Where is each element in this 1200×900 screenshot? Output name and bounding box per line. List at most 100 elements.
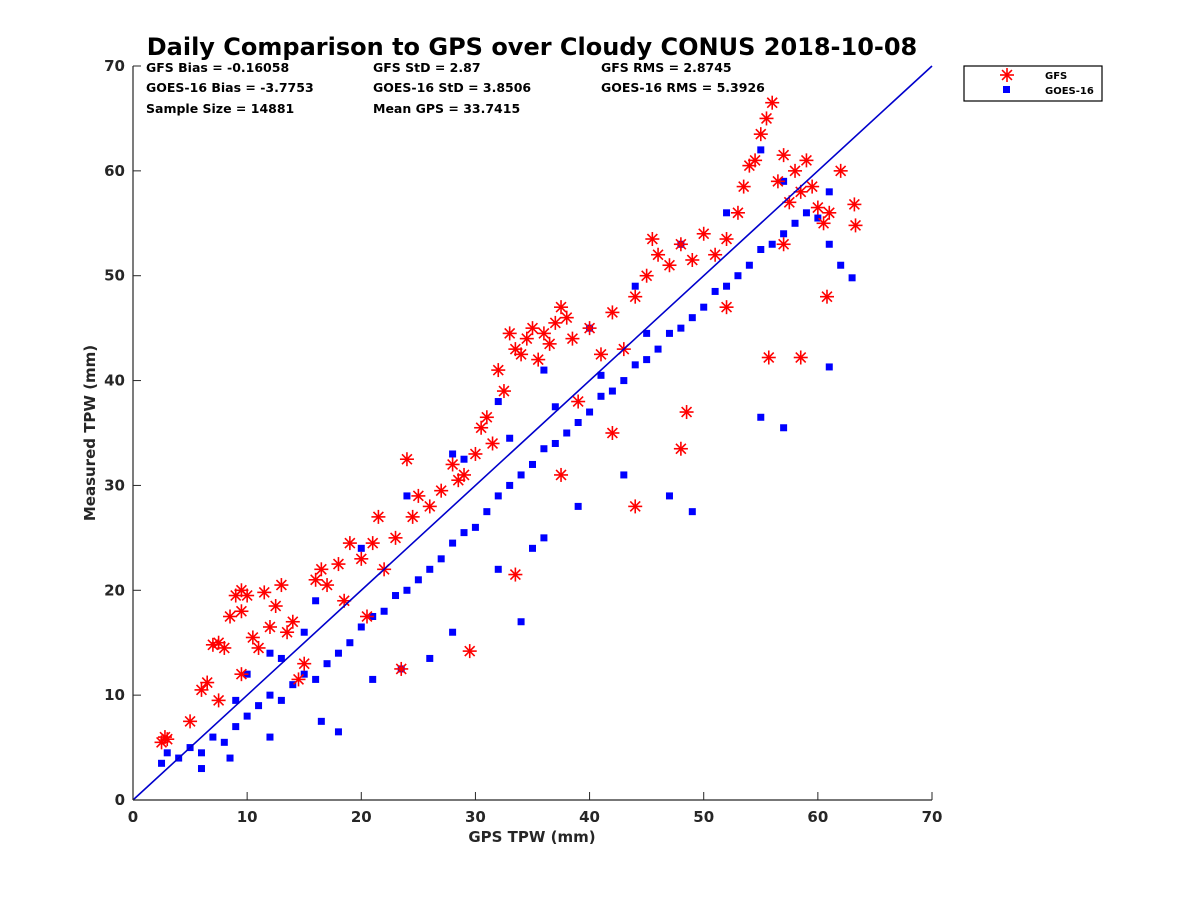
goes16-point — [506, 481, 514, 489]
goes16-point — [197, 765, 205, 773]
gfs-point — [833, 163, 848, 178]
gfs-point — [268, 599, 283, 614]
legend-goes16-marker — [1003, 86, 1010, 93]
goes16-point — [802, 209, 810, 217]
stats-panel: GFS Bias = -0.16058 GFS StD = 2.87 GFS R… — [146, 60, 765, 116]
goes16-point — [232, 723, 240, 731]
gfs-point — [662, 258, 677, 273]
goes16-point — [848, 274, 856, 282]
gfs-point — [645, 232, 660, 247]
gfs-point — [211, 693, 226, 708]
y-tick-label: 10 — [104, 686, 125, 704]
gfs-point — [371, 509, 386, 524]
x-tick-label: 10 — [237, 808, 258, 826]
goes16-point — [300, 670, 308, 678]
goes16-point — [631, 361, 639, 369]
goes16-point — [608, 387, 616, 395]
gfs-point — [761, 350, 776, 365]
gfs-point — [708, 247, 723, 262]
gfs-point — [474, 420, 489, 435]
stat-gfs-rms: GFS RMS = 2.8745 — [601, 60, 732, 75]
goes16-point — [312, 675, 320, 683]
goes16-point — [597, 371, 605, 379]
goes16-point — [620, 471, 628, 479]
x-tick-label: 20 — [351, 808, 372, 826]
goes16-point — [266, 733, 274, 741]
goes16-point — [414, 576, 422, 584]
gfs-point — [605, 305, 620, 320]
goes16-point — [529, 544, 536, 552]
gfs-point — [496, 384, 511, 399]
gfs-point — [793, 350, 808, 365]
goes16-point — [494, 492, 502, 500]
gfs-point — [605, 426, 620, 440]
goes16-point — [757, 246, 765, 253]
goes16-point — [226, 754, 234, 762]
goes16-point — [266, 649, 274, 657]
goes16-point — [723, 209, 731, 217]
gfs-point — [565, 331, 580, 346]
goes16-point — [757, 413, 765, 421]
goes16-point — [665, 492, 673, 500]
goes16-point — [791, 219, 799, 227]
gfs-point — [554, 467, 569, 482]
gfs-point — [531, 352, 546, 367]
gfs-point — [519, 331, 534, 346]
goes16-point — [357, 544, 365, 552]
gfs-point — [468, 446, 483, 461]
goes16-point — [688, 508, 696, 516]
gfs-point — [337, 593, 352, 608]
gfs-point — [485, 436, 500, 451]
goes16-point — [574, 502, 582, 510]
gfs-point — [770, 174, 785, 189]
gfs-point — [776, 148, 791, 163]
gfs-point — [354, 551, 369, 566]
gfs-point — [359, 609, 374, 624]
goes16-point — [825, 363, 833, 371]
goes16-point — [814, 214, 822, 222]
goes16-point — [780, 230, 788, 238]
gfs-point — [508, 567, 523, 582]
gfs-point — [194, 682, 209, 697]
gfs-point — [810, 200, 825, 215]
goes16-point — [540, 534, 548, 542]
goes16-point — [700, 303, 708, 311]
goes16-point — [357, 623, 365, 631]
gfs-point — [719, 232, 734, 247]
goes16-point — [449, 450, 457, 458]
gfs-point — [240, 588, 255, 603]
goes16-point — [631, 282, 639, 290]
gfs-point — [422, 499, 437, 514]
gfs-point — [234, 604, 249, 619]
gfs-point — [542, 336, 557, 351]
gfs-point — [205, 637, 220, 652]
goes16-point — [266, 691, 274, 699]
gfs-point — [262, 619, 277, 634]
gfs-point — [799, 153, 814, 168]
goes16-point — [312, 597, 320, 605]
gfs-point — [679, 405, 694, 420]
gfs-point — [285, 614, 300, 629]
goes16-point — [437, 555, 445, 563]
goes16-point — [380, 607, 388, 615]
x-tick-label: 40 — [579, 808, 600, 826]
goes16-point — [426, 654, 434, 662]
goes16-point — [620, 377, 628, 385]
goes16-point — [665, 329, 673, 337]
goes16-point — [745, 261, 753, 269]
gfs-point — [696, 226, 711, 241]
y-tick-label: 30 — [104, 476, 125, 494]
goes16-point — [597, 392, 605, 400]
gfs-point — [274, 578, 289, 593]
gfs-point — [320, 578, 335, 593]
goes16-point — [529, 460, 536, 468]
gfs-point — [548, 315, 563, 330]
x-axis-label: GPS TPW (mm) — [468, 828, 595, 846]
goes16-point — [392, 592, 400, 600]
goes16-point — [197, 749, 205, 757]
gfs-point — [297, 656, 312, 671]
gfs-point — [673, 237, 688, 252]
goes16-point — [723, 282, 731, 290]
goes16-point — [768, 240, 776, 248]
goes16-point — [209, 733, 217, 741]
